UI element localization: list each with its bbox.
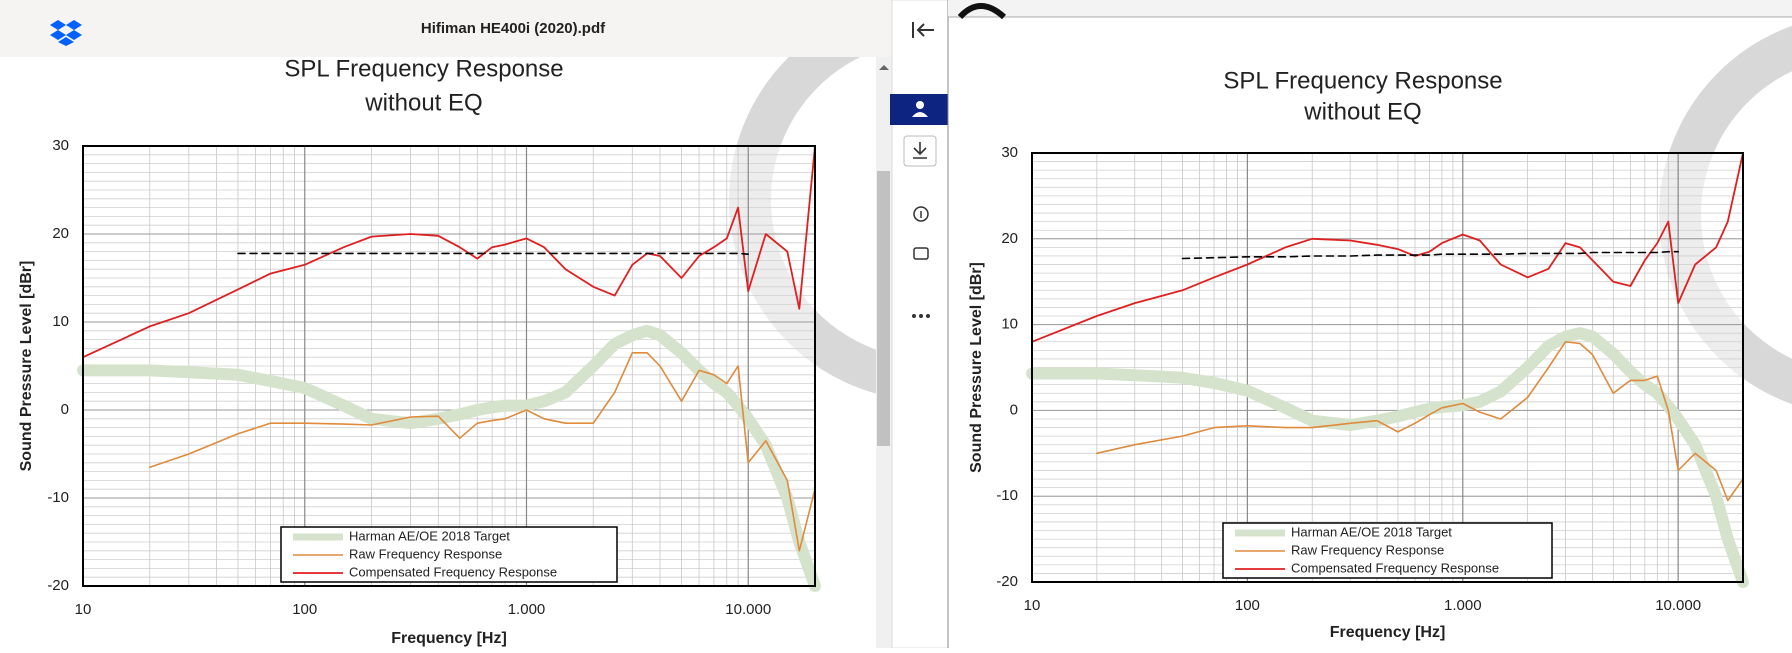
- toolbar: [948, 0, 1792, 17]
- y-tick-label: -10: [47, 489, 69, 506]
- x-tick-label: 10: [1024, 597, 1041, 614]
- series-line: [77, 324, 821, 592]
- y-axis-label: Sound Pressure Level [dBr]: [18, 261, 35, 472]
- logo-fragment: [957, 3, 1007, 20]
- scroll-up[interactable]: [879, 65, 889, 70]
- comment-button[interactable]: [913, 247, 929, 260]
- x-tick-label: 100: [1235, 597, 1260, 614]
- legend-label: Compensated Frequency Response: [1291, 560, 1499, 575]
- filename: Hifiman HE400i (2020).pdf: [421, 20, 606, 37]
- dropbox-icon[interactable]: [50, 20, 82, 46]
- y-tick-label: 30: [1001, 144, 1018, 161]
- top-bar: [0, 0, 892, 57]
- chart-subtitle: without EQ: [364, 89, 482, 116]
- collapse-button[interactable]: [912, 22, 934, 38]
- legend-label: Raw Frequency Response: [1291, 542, 1444, 557]
- series-line: [1031, 152, 1744, 343]
- legend-label: Compensated Frequency Response: [349, 564, 557, 579]
- series-line: [149, 352, 816, 552]
- plot-frame: [82, 145, 816, 587]
- x-tick-label: 10.000: [1655, 597, 1701, 614]
- legend-label: Raw Frequency Response: [349, 546, 502, 561]
- more-button[interactable]: [912, 314, 930, 318]
- y-tick-label: 20: [1001, 230, 1018, 247]
- chart-subtitle: without EQ: [1303, 98, 1421, 125]
- series-line: [1096, 341, 1744, 502]
- chart-title: SPL Frequency Response: [1223, 67, 1502, 94]
- series-line: [237, 252, 749, 255]
- y-axis-label: Sound Pressure Level [dBr]: [968, 262, 985, 473]
- chart-title: SPL Frequency Response: [284, 55, 563, 82]
- x-tick-label: 1.000: [1444, 597, 1482, 614]
- download-button[interactable]: [903, 135, 937, 167]
- legend-label: Harman AE/OE 2018 Target: [349, 528, 510, 543]
- series-line: [82, 145, 816, 359]
- x-axis-label: Frequency [Hz]: [391, 630, 507, 647]
- series-line: [1181, 250, 1679, 260]
- y-tick-label: 10: [52, 313, 69, 330]
- x-tick-label: 100: [292, 601, 317, 618]
- y-tick-label: 10: [1001, 316, 1018, 333]
- y-tick-label: 0: [61, 401, 69, 418]
- y-tick-label: 20: [52, 225, 69, 242]
- x-tick-label: 10.000: [725, 601, 771, 618]
- y-tick-label: -10: [996, 487, 1018, 504]
- x-tick-label: 10: [75, 601, 92, 618]
- y-tick-label: 0: [1010, 401, 1018, 418]
- y-tick-label: 30: [52, 137, 69, 154]
- person-button[interactable]: [890, 94, 948, 125]
- y-tick-label: -20: [996, 573, 1018, 590]
- x-tick-label: 1.000: [508, 601, 546, 618]
- y-tick-label: -20: [47, 577, 69, 594]
- info-button[interactable]: [913, 206, 929, 222]
- legend-label: Harman AE/OE 2018 Target: [1291, 524, 1452, 539]
- scroll-thumb[interactable]: [877, 171, 890, 446]
- x-axis-label: Frequency [Hz]: [1330, 624, 1446, 641]
- plot-frame: [1031, 152, 1744, 583]
